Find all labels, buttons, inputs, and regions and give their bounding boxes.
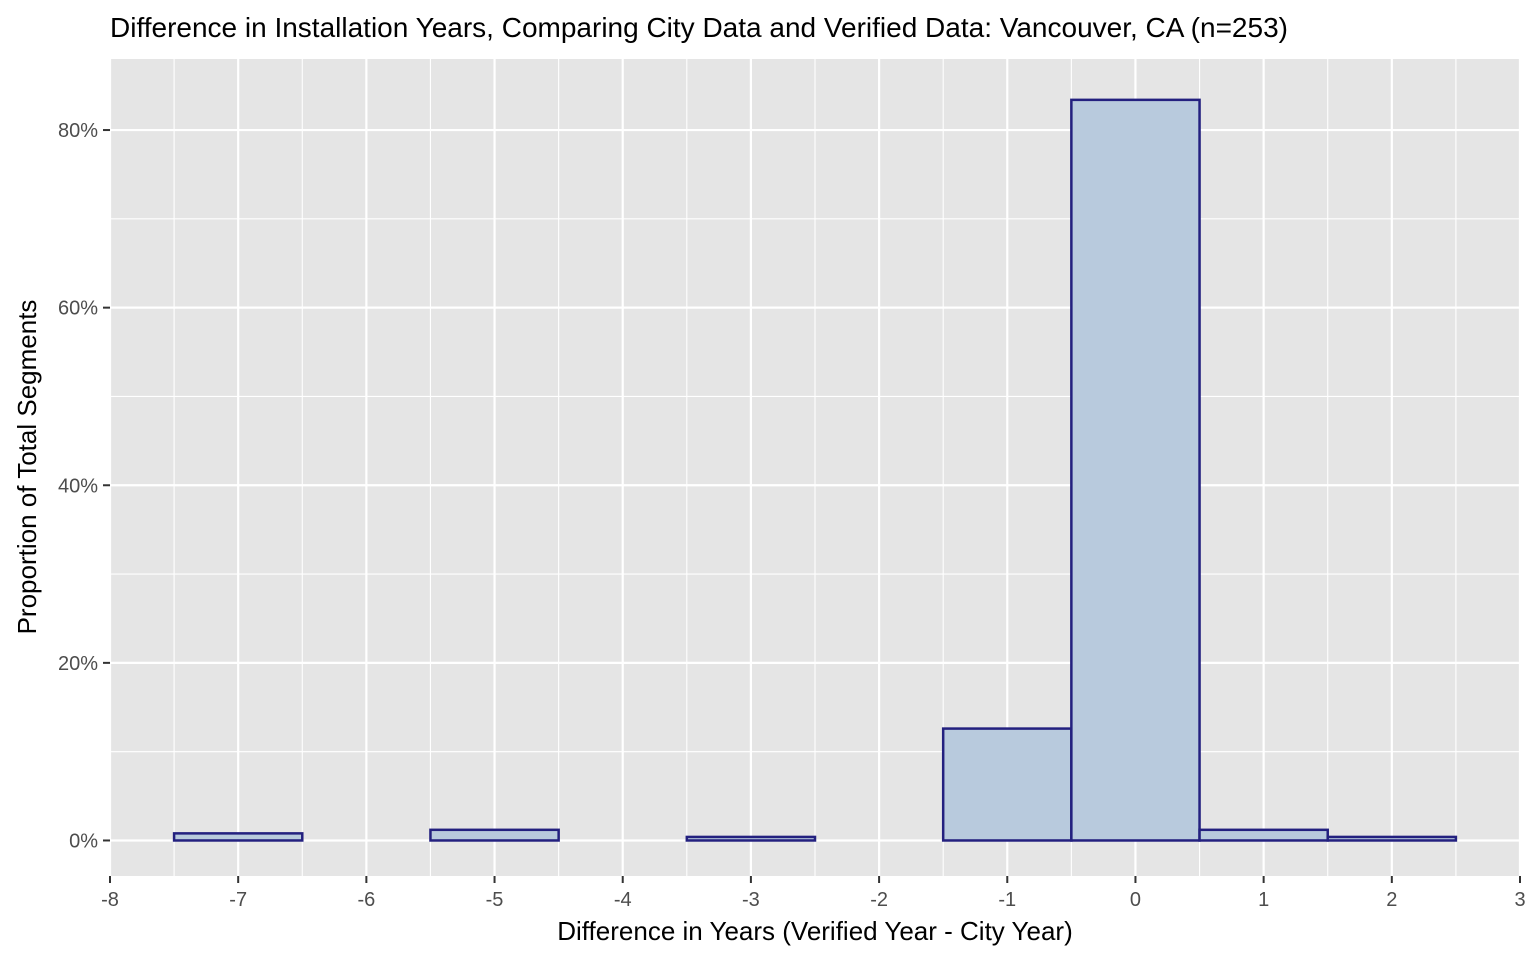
x-tick-label: -8: [101, 889, 119, 911]
x-tick-label: -7: [229, 889, 247, 911]
histogram-bar: [429, 828, 560, 842]
histogram-bar: [1198, 828, 1329, 842]
y-tick-label: 60%: [58, 298, 98, 320]
y-tick-label: 0%: [69, 830, 98, 852]
x-axis-title: Difference in Years (Verified Year - Cit…: [557, 916, 1073, 946]
x-tick-label: -3: [742, 889, 760, 911]
histogram-bar: [1070, 98, 1201, 842]
histogram-bars: [172, 98, 1458, 842]
y-tick-label: 80%: [58, 120, 98, 142]
x-tick-label: 3: [1514, 889, 1525, 911]
histogram-bar: [941, 727, 1073, 842]
x-tick-label: 1: [1258, 889, 1269, 911]
chart-title: Difference in Installation Years, Compar…: [110, 12, 1288, 43]
x-tick-label: -6: [357, 889, 375, 911]
y-axis-title: Proportion of Total Segments: [12, 300, 42, 635]
y-tick-label: 20%: [58, 653, 98, 675]
x-tick-label: -2: [870, 889, 888, 911]
x-tick-label: 2: [1386, 889, 1397, 911]
x-tick-label: 0: [1130, 889, 1141, 911]
x-axis: -8 -7 -6 -5 -4 -3 -2 -1 0 1 2 3: [101, 876, 1526, 911]
histogram-bar: [172, 832, 304, 842]
major-gridlines: [108, 59, 1522, 876]
y-tick-label: 40%: [58, 475, 98, 497]
x-tick-label: -1: [998, 889, 1016, 911]
y-axis: 0% 20% 40% 60% 80%: [58, 120, 110, 852]
x-tick-label: -4: [614, 889, 632, 911]
x-tick-label: -5: [486, 889, 504, 911]
histogram-bar: [1326, 835, 1458, 842]
histogram-bar: [685, 835, 817, 842]
